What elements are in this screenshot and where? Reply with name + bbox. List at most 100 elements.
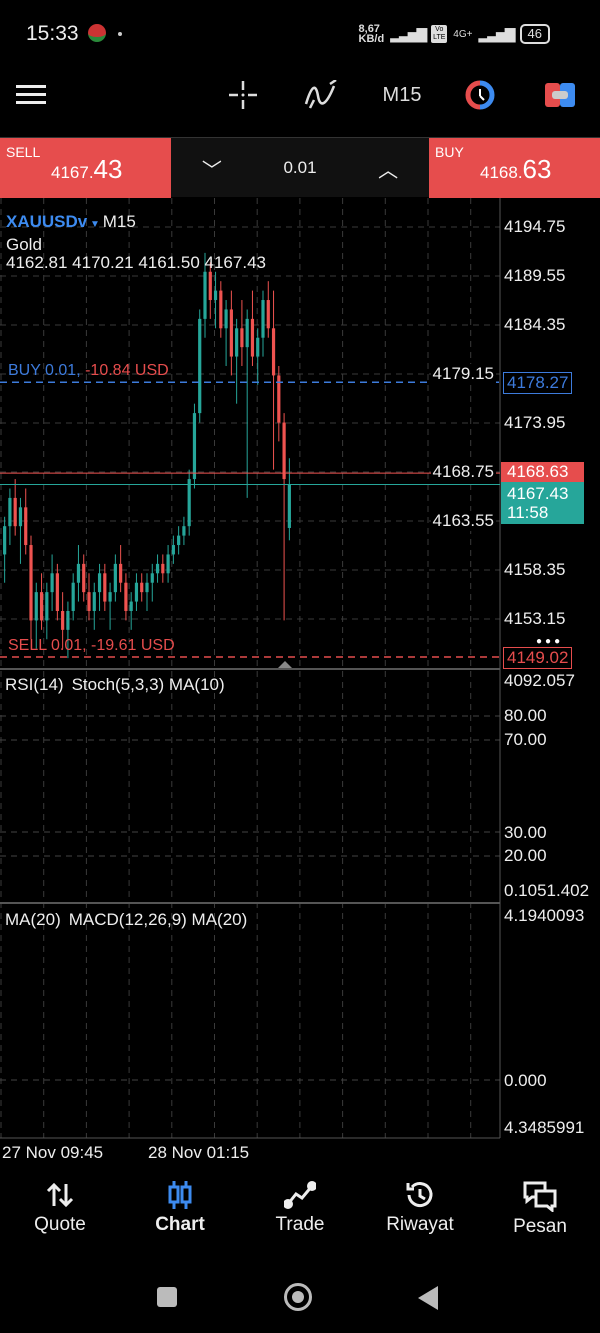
menu-icon [16,85,46,104]
indicator1-legend: RSI(14) Stoch(5,3,3) MA(10) [5,675,225,695]
app-notification-icon [88,24,106,42]
network-type: 4G+ [453,28,473,40]
indicator1-level-30: 30.00 [504,823,547,842]
buy-price-tag: 4178.27 [503,372,573,394]
candle-body [240,328,244,348]
price-axis-tick: 4184.35 [504,315,566,334]
candle-body [282,422,286,480]
candle-body [266,300,270,329]
candle-body [113,563,117,593]
nav-trade[interactable]: Trade [240,1180,360,1260]
time-label-1: 27 Nov 09:45 [2,1143,104,1162]
nav-chart-label: Chart [155,1214,205,1235]
candle-body [219,290,223,329]
symbol-selector[interactable]: XAUUSDv [6,212,88,231]
sell-price: 4167.43 [51,154,122,185]
recents-button[interactable] [157,1287,177,1307]
status-bar: 15:33 8,67 KB/d ▂▃▅▇ Vo LTE 4G+ ▂▃▅▇ 46 [0,0,600,68]
candle-body [55,573,59,611]
volume-control: ﹀ 0.01 ︿ [171,138,429,198]
battery-icon: 46 [519,24,550,44]
price-axis-tick: 4173.95 [504,413,566,432]
volume-increase-button[interactable]: ︿ [378,159,399,182]
candle-body [76,563,81,583]
buy-button[interactable]: BUY 4168.63 [429,138,600,198]
candle-body [155,563,160,574]
nav-messages-label: Pesan [513,1216,567,1237]
history-icon [406,1182,433,1208]
menu-button[interactable] [14,80,48,110]
indicator2-bottom-value: 4.3485991 [504,1118,585,1137]
sell-button[interactable]: SELL 4167.43 [0,138,171,198]
candle-body [124,582,128,611]
nav-quote[interactable]: Quote [0,1180,120,1260]
price-chart[interactable] [0,0,600,1170]
price-axis-tick: 4189.55 [504,266,566,285]
sell-position-pl: -19.61 USD [91,637,175,654]
sell-position-text: SELL 0.01, [8,637,87,654]
candle-body [177,535,181,546]
bar-countdown: 11:58 [507,503,549,522]
candle-body [119,563,123,583]
buy-position-pl: -10.84 USD [85,362,169,379]
one-click-trading-icon [465,80,495,110]
indicator1-level-70: 70.00 [504,730,547,749]
buy-position-label[interactable]: BUY 0.01, -10.84 USD [8,362,169,380]
price-axis-tick: 4168.75 [430,462,496,482]
volume-decrease-button[interactable]: ﹀ [201,159,222,182]
indicator2-legend-b: MACD(12,26,9) MA(20) [68,910,248,929]
status-time: 15:33 [26,22,79,45]
bid-price-tag: 4167.43 11:58 [501,482,584,524]
buy-position-text: BUY 0.01, [8,362,81,379]
one-click-trading-button[interactable] [463,80,497,110]
buy-price-big: 63 [522,154,552,184]
messages-icon [523,1181,557,1212]
candle-body [213,290,218,301]
buy-price-main: 4168. [480,163,523,182]
trade-line-icon [284,1181,316,1209]
quote-arrows-icon [46,1182,74,1208]
indicators-icon [304,80,337,109]
timeframe-button[interactable]: M15 [382,83,422,106]
candle-body [103,573,107,602]
indicator2-top-value: 4.1940093 [504,906,585,925]
symbol-description: Gold [6,235,42,254]
candle-body [66,610,70,630]
candle-body [134,582,139,602]
chart-symbol-row: XAUUSDv ▼ M15 [6,212,136,232]
nav-history[interactable]: Riwayat [360,1180,480,1260]
candle-body [245,318,249,348]
indicators-button[interactable] [302,80,340,110]
candle-body [82,563,86,593]
trade-bar: SELL 4167.43 ﹀ 0.01 ︿ BUY 4168.63 [0,137,600,198]
trade-panel-button[interactable] [543,80,577,110]
symbol-dropdown-icon[interactable]: ▼ [87,219,103,230]
ohlc-values: 4162.81 4170.21 4161.50 4167.43 [6,253,266,272]
dot-icon [118,32,122,36]
candle-body [287,484,291,528]
crosshair-button[interactable] [226,80,260,110]
candle-body [45,592,49,621]
indicator1-bottom-value: 0.1051.402 [504,881,590,900]
sell-price-tag: 4149.02 [503,647,573,669]
home-button[interactable] [284,1283,312,1311]
back-button[interactable] [418,1286,438,1310]
nav-chart[interactable]: Chart [120,1180,240,1260]
indicator2-legend-a: MA(20) [5,910,61,929]
candle-body [187,479,191,527]
candle-body [145,582,149,593]
candle-body [271,328,276,376]
more-options-icon[interactable]: ●●● [536,636,564,647]
nav-quote-label: Quote [34,1214,86,1235]
nav-messages[interactable]: Pesan [480,1180,600,1260]
candle-body [8,497,12,527]
volume-value[interactable]: 0.01 [283,158,317,177]
crosshair-icon [229,81,257,109]
candle-body [108,592,112,602]
net-speed: 8,67 [358,23,380,35]
time-label-2: 28 Nov 01:15 [148,1143,250,1162]
candle-body [129,601,133,611]
candle-body [71,582,75,611]
sell-position-label[interactable]: SELL 0.01, -19.61 USD [8,637,175,655]
candle-body [166,554,170,574]
